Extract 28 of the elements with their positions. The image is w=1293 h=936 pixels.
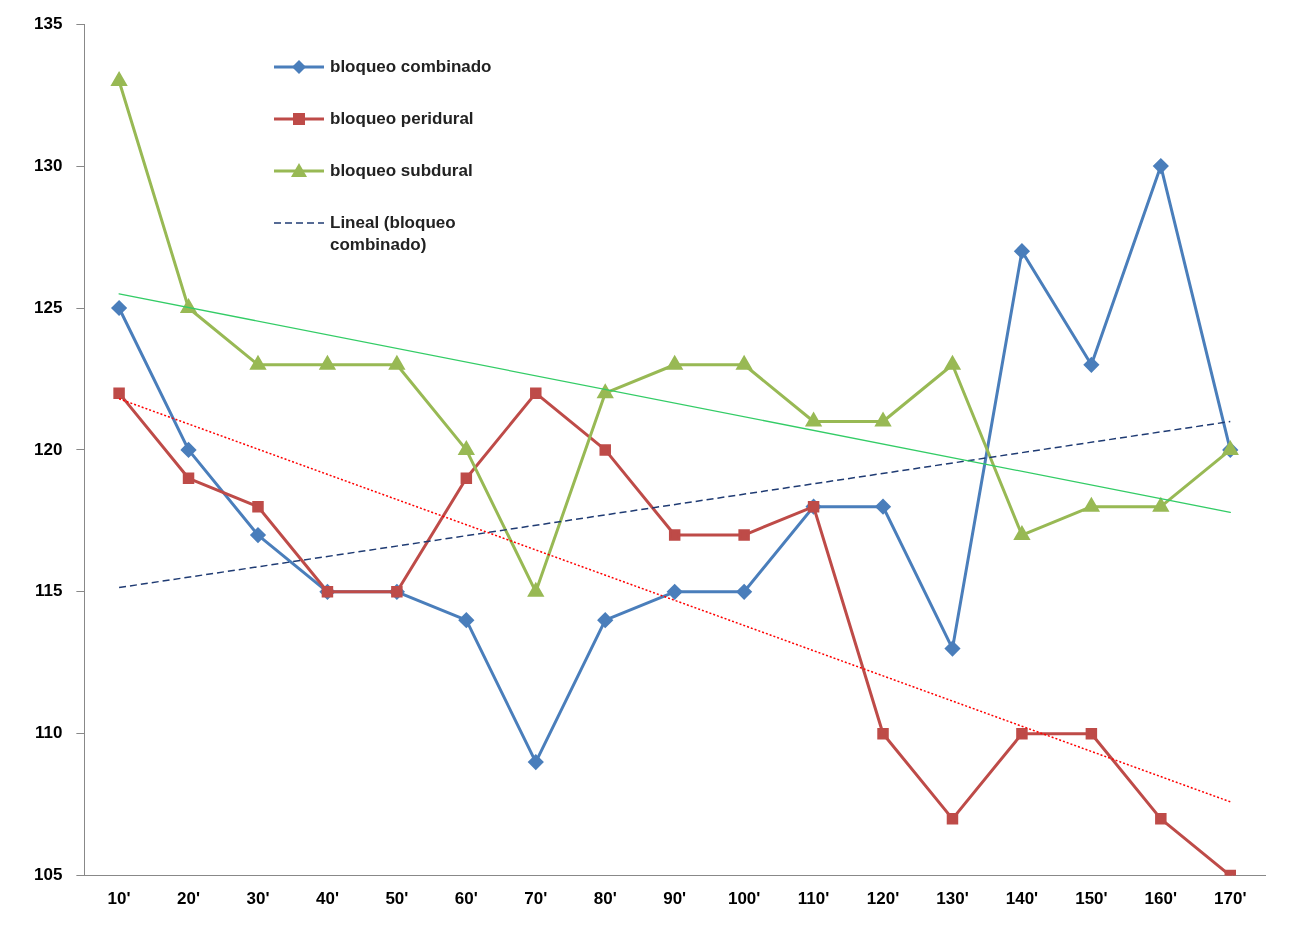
- x-tick-label: 90': [663, 889, 687, 909]
- x-tick-label: 40': [315, 889, 339, 909]
- y-tick-label: 105: [33, 865, 63, 885]
- x-tick-label: 30': [246, 889, 270, 909]
- x-tick-label: 120': [866, 889, 900, 909]
- legend-label: bloqueo subdural: [330, 160, 473, 182]
- x-tick-label: 100': [727, 889, 761, 909]
- legend-label: Lineal (bloqueo combinado): [330, 212, 457, 256]
- x-tick-label: 70': [524, 889, 548, 909]
- y-tick-label: 125: [33, 297, 63, 317]
- y-tick-label: 110: [34, 723, 63, 743]
- x-tick-label: 50': [385, 889, 409, 909]
- x-tick-label: 110': [797, 889, 830, 909]
- x-tick-label: 20': [177, 889, 201, 909]
- x-tick-label: 170': [1214, 889, 1247, 909]
- legend-label: bloqueo peridural: [330, 108, 474, 130]
- legend-label: bloqueo combinado: [330, 56, 492, 78]
- x-tick-label: 80': [593, 889, 617, 909]
- x-tick-label: 130': [936, 889, 969, 909]
- y-tick-label: 135: [33, 13, 63, 33]
- x-tick-label: 160': [1144, 889, 1178, 909]
- x-tick-label: 60': [454, 889, 478, 909]
- x-tick-label: 10': [107, 889, 131, 909]
- x-tick-label: 140': [1005, 889, 1039, 909]
- y-tick-label: 130: [33, 155, 63, 175]
- x-tick-label: 150': [1075, 889, 1108, 909]
- y-tick-label: 120: [33, 439, 63, 459]
- y-tick-label: 115: [34, 581, 63, 601]
